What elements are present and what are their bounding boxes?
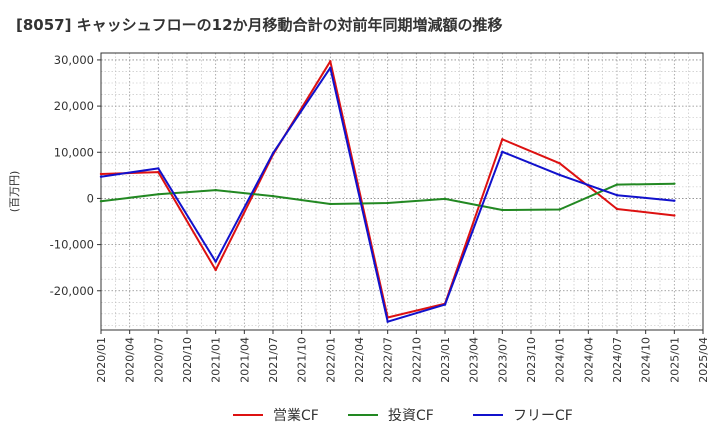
data-point bbox=[214, 188, 217, 192]
data-point bbox=[673, 182, 676, 185]
x-tick-label: 2024/04 bbox=[582, 337, 595, 383]
data-point bbox=[501, 150, 504, 153]
y-tick-label: 10,000 bbox=[54, 145, 94, 159]
data-point bbox=[99, 199, 103, 203]
data-point bbox=[214, 268, 217, 272]
x-tick-label: 2021/01 bbox=[210, 337, 223, 383]
data-point bbox=[673, 199, 676, 202]
y-tick-label: -20,000 bbox=[50, 284, 94, 298]
data-point bbox=[329, 202, 332, 206]
x-tick-label: 2023/10 bbox=[525, 337, 538, 383]
data-point bbox=[673, 214, 676, 217]
x-tick-label: 2020/10 bbox=[181, 337, 194, 383]
data-point bbox=[443, 197, 447, 201]
x-tick-label: 2023/07 bbox=[496, 337, 509, 383]
grid-layer bbox=[100, 53, 704, 330]
y-axis-label: (百万円) bbox=[8, 171, 21, 213]
data-point bbox=[615, 207, 619, 211]
data-point bbox=[558, 208, 561, 211]
x-tick-label: 2020/07 bbox=[152, 337, 165, 383]
data-point bbox=[558, 162, 561, 165]
y-tick-label: -10,000 bbox=[50, 238, 94, 252]
chart-title: [8057] キャッシュフローの12か月移動合計の対前年同期増減額の推移 bbox=[16, 16, 503, 34]
axis-layer: 30,000 20,000 10,000 0 -10,000 -20,000 (百万円) 20… bbox=[8, 52, 710, 383]
y-tick-label: 0 bbox=[87, 191, 94, 205]
y-tick-label: 20,000 bbox=[54, 99, 94, 113]
data-point bbox=[386, 320, 389, 323]
x-tick-label: 2022/04 bbox=[353, 337, 366, 383]
data-point bbox=[501, 208, 504, 212]
data-point bbox=[99, 172, 103, 176]
x-tick-label: 2024/01 bbox=[554, 337, 567, 383]
data-point bbox=[99, 175, 103, 178]
x-tick-label: 2025/01 bbox=[668, 337, 681, 383]
legend-label: 営業CF bbox=[273, 408, 319, 424]
data-point bbox=[615, 193, 619, 197]
x-tick-label: 2021/04 bbox=[238, 337, 251, 383]
data-point bbox=[157, 193, 160, 196]
x-tick-label: 2021/10 bbox=[296, 337, 309, 383]
x-tick-label: 2024/07 bbox=[611, 337, 624, 383]
data-point bbox=[214, 260, 217, 263]
data-point bbox=[386, 201, 389, 205]
x-tick-label: 2023/04 bbox=[468, 337, 481, 383]
data-point bbox=[615, 183, 619, 186]
x-tick-label: 2022/10 bbox=[410, 337, 423, 383]
x-tick-label: 2022/07 bbox=[382, 337, 395, 383]
x-tick-label: 2023/01 bbox=[439, 337, 452, 383]
data-point bbox=[329, 66, 332, 69]
series-layer bbox=[99, 60, 676, 323]
data-point bbox=[157, 167, 160, 170]
legend-label: フリーCF bbox=[513, 408, 573, 424]
y-tick-label: 30,000 bbox=[54, 53, 94, 67]
data-point bbox=[157, 170, 160, 174]
data-point bbox=[271, 194, 275, 198]
x-tick-label: 2022/01 bbox=[324, 337, 337, 383]
plot-frame bbox=[100, 52, 704, 331]
x-tick-label: 2021/07 bbox=[267, 337, 280, 383]
x-tick-label: 2020/04 bbox=[124, 337, 137, 383]
data-point bbox=[271, 151, 275, 155]
data-point bbox=[501, 138, 504, 141]
data-point bbox=[329, 60, 332, 63]
data-point bbox=[558, 173, 561, 177]
data-point bbox=[443, 303, 447, 306]
legend-label: 投資CF bbox=[388, 408, 434, 424]
legend-layer: 営業CF 投資CF フリーCF bbox=[233, 408, 573, 424]
x-tick-label: 2024/10 bbox=[640, 337, 653, 383]
x-tick-label: 2020/01 bbox=[95, 337, 108, 383]
x-tick-label: 2025/04 bbox=[697, 337, 710, 383]
